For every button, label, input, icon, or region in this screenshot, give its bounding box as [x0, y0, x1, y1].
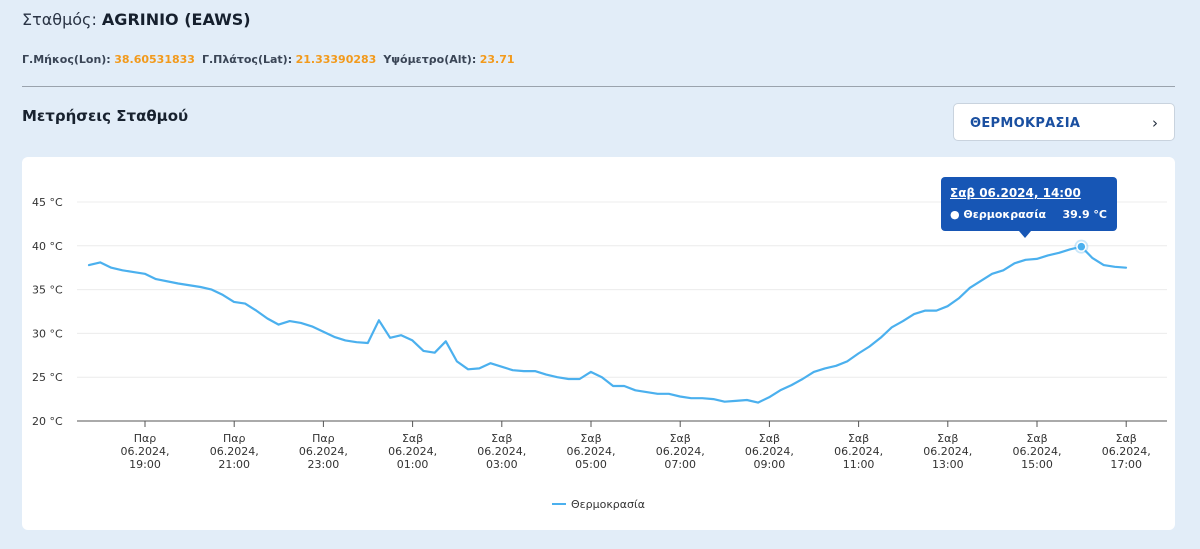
alt-label: Υψόμετρο(Alt):	[383, 53, 477, 66]
x-tick-label: Σαβ	[759, 432, 780, 445]
x-tick-label: 21:00	[218, 458, 250, 471]
y-tick-label: 25 °C	[32, 371, 63, 384]
x-tick-label: 01:00	[397, 458, 429, 471]
tooltip-series: ● Θερμοκρασία	[950, 208, 1047, 221]
selector-label: ΘΕΡΜΟΚΡΑΣΙΑ	[970, 116, 1081, 131]
x-tick-label: Παρ	[223, 432, 246, 445]
station-label: Σταθμός:	[22, 10, 97, 29]
x-tick-label: 17:00	[1110, 458, 1142, 471]
divider	[22, 86, 1175, 87]
x-tick-label: 05:00	[575, 458, 607, 471]
lat-label: Γ.Πλάτος(Lat):	[201, 53, 293, 66]
x-tick-label: 06.2024,	[388, 445, 437, 458]
x-tick-label: 06.2024,	[834, 445, 883, 458]
measurement-type-selector[interactable]: ΘΕΡΜΟΚΡΑΣΙΑ ›	[953, 103, 1175, 141]
station-coordinates: Γ.Μήκος(Lon): 38.60531833 Γ.Πλάτος(Lat):…	[22, 53, 515, 66]
x-tick-label: 15:00	[1021, 458, 1053, 471]
station-title: Σταθμός: AGRINIO (EAWS)	[22, 10, 251, 29]
x-tick-label: 06.2024,	[299, 445, 348, 458]
x-tick-label: 09:00	[754, 458, 786, 471]
temperature-chart[interactable]: 20 °C25 °C30 °C35 °C40 °C45 °CΠαρ06.2024…	[22, 157, 1175, 530]
x-tick-label: Παρ	[134, 432, 157, 445]
chevron-right-icon: ›	[1152, 114, 1158, 132]
x-tick-label: 03:00	[486, 458, 518, 471]
x-tick-label: 06.2024,	[567, 445, 616, 458]
x-tick-label: Σαβ	[937, 432, 958, 445]
highlight-point	[1076, 241, 1087, 252]
lon-value: 38.60531833	[114, 53, 195, 66]
x-tick-label: 07:00	[664, 458, 696, 471]
x-tick-label: 06.2024,	[656, 445, 705, 458]
x-tick-label: Σαβ	[1116, 432, 1137, 445]
x-tick-label: Σαβ	[1026, 432, 1047, 445]
y-tick-label: 30 °C	[32, 327, 63, 340]
x-tick-label: Σαβ	[491, 432, 512, 445]
alt-value: 23.71	[479, 53, 515, 66]
lat-value: 21.33390283	[295, 53, 377, 66]
x-tick-label: 11:00	[843, 458, 875, 471]
x-tick-label: 06.2024,	[121, 445, 170, 458]
chart-tooltip: Σαβ 06.2024, 14:00 ● Θερμοκρασία 39.9 °C	[941, 177, 1117, 238]
x-tick-label: 19:00	[129, 458, 161, 471]
station-name: AGRINIO (EAWS)	[101, 10, 251, 29]
x-tick-label: 06.2024,	[477, 445, 526, 458]
x-tick-label: 06.2024,	[745, 445, 794, 458]
x-tick-label: Σαβ	[670, 432, 691, 445]
tooltip-value: 39.9 °C	[1062, 208, 1107, 221]
legend-label: Θερμοκρασία	[571, 498, 645, 511]
x-tick-label: 06.2024,	[1013, 445, 1062, 458]
x-tick-label: Σαβ	[848, 432, 869, 445]
lon-label: Γ.Μήκος(Lon):	[22, 53, 111, 66]
x-tick-label: 06.2024,	[210, 445, 259, 458]
x-tick-label: Παρ	[312, 432, 335, 445]
y-tick-label: 40 °C	[32, 240, 63, 253]
temperature-series-line	[87, 245, 1128, 404]
x-tick-label: Σαβ	[402, 432, 423, 445]
tooltip-title: Σαβ 06.2024, 14:00	[950, 186, 1081, 200]
x-tick-label: 06.2024,	[923, 445, 972, 458]
measurements-title: Μετρήσεις Σταθμού	[22, 107, 189, 125]
x-tick-label: Σαβ	[580, 432, 601, 445]
y-tick-label: 35 °C	[32, 284, 63, 297]
x-tick-label: 13:00	[932, 458, 964, 471]
x-tick-label: 06.2024,	[1102, 445, 1151, 458]
y-tick-label: 20 °C	[32, 415, 63, 428]
x-tick-label: 23:00	[308, 458, 340, 471]
y-tick-label: 45 °C	[32, 196, 63, 209]
